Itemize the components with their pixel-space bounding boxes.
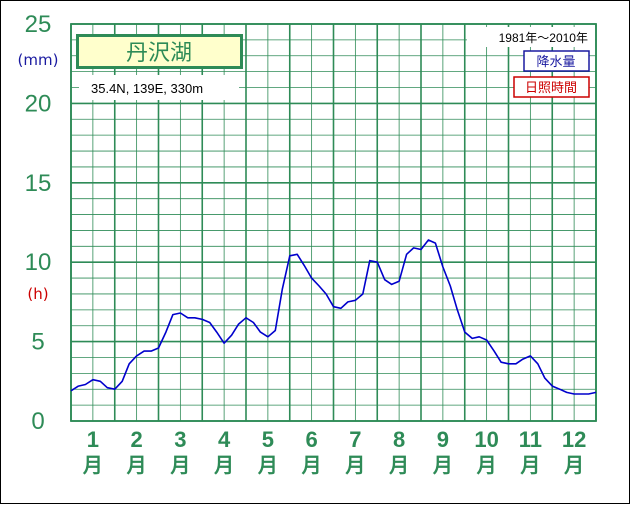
- period-label: 1981年〜2010年: [499, 31, 588, 45]
- month-number-label: 1: [87, 427, 99, 452]
- month-number-label: 8: [393, 427, 405, 452]
- month-suffix-label: 月: [82, 453, 103, 477]
- month-suffix-label: 月: [126, 453, 147, 477]
- month-number-label: 3: [174, 427, 186, 452]
- y-unit-precipitation: (mm): [18, 51, 59, 69]
- month-suffix-label: 月: [519, 453, 540, 477]
- month-suffix-label: 月: [169, 453, 190, 477]
- y-unit-sunshine: (h): [27, 285, 48, 303]
- month-number-label: 2: [131, 427, 143, 452]
- month-suffix-label: 月: [257, 453, 278, 477]
- y-tick-label: 25: [25, 11, 52, 38]
- location-box: [79, 75, 239, 100]
- month-number-label: 10: [474, 427, 498, 452]
- period-box: [467, 27, 595, 47]
- chart-title-box: 丹沢湖: [76, 34, 243, 69]
- month-suffix-label: 月: [476, 453, 497, 477]
- month-suffix-label: 月: [213, 453, 234, 477]
- month-number-label: 5: [262, 427, 274, 452]
- month-suffix-label: 月: [388, 453, 409, 477]
- month-number-label: 6: [306, 427, 318, 452]
- month-suffix-label: 月: [563, 453, 584, 477]
- y-tick-label: 15: [25, 170, 52, 197]
- month-number-label: 4: [218, 427, 231, 452]
- month-number-label: 11: [519, 427, 542, 452]
- month-suffix-label: 月: [432, 453, 453, 477]
- y-tick-label: 20: [25, 90, 52, 117]
- legend-precipitation-label: 降水量: [536, 55, 575, 70]
- legend-sunshine-label: 日照時間: [525, 81, 577, 96]
- month-number-label: 12: [562, 427, 586, 452]
- month-number-label: 9: [437, 427, 449, 452]
- chart-title: 丹沢湖: [126, 41, 192, 66]
- month-number-label: 7: [349, 427, 361, 452]
- y-tick-label: 0: [31, 408, 44, 435]
- y-tick-label: 5: [31, 329, 44, 356]
- chart-grid: [70, 23, 597, 422]
- plot-border: [70, 23, 597, 422]
- month-suffix-label: 月: [301, 453, 322, 477]
- y-tick-label: 10: [25, 249, 52, 276]
- month-suffix-label: 月: [344, 453, 365, 477]
- series-line: [70, 239, 597, 395]
- y-axis-tick-labels: 0 5 10 15 20 25: [25, 11, 52, 435]
- legend-sunshine: 日照時間: [513, 76, 590, 98]
- legend-precipitation: 降水量: [523, 50, 590, 72]
- location-label: 35.4N, 139E, 330m: [91, 81, 203, 96]
